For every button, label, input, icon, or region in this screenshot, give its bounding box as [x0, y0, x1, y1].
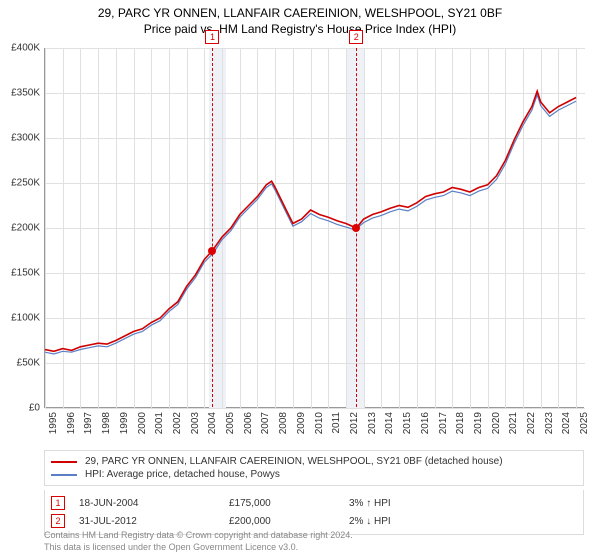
marker-box: 1 [205, 30, 219, 44]
y-tick-label: £300K [11, 133, 40, 144]
x-tick-label: 2021 [508, 412, 519, 434]
x-tick-label: 2011 [331, 412, 342, 434]
title-main: 29, PARC YR ONNEN, LLANFAIR CAEREINION, … [0, 6, 600, 20]
y-tick-label: £100K [11, 313, 40, 324]
x-tick-label: 2005 [225, 412, 236, 434]
y-tick-label: £350K [11, 88, 40, 99]
x-tick-label: 2004 [207, 412, 218, 434]
sale-date: 18-JUN-2004 [79, 498, 229, 509]
x-axis: 1995 1996 1997 1998 1999 2000 2001 2002 2003 2004… [44, 408, 584, 448]
x-tick-label: 2002 [172, 412, 183, 434]
x-tick-label: 2025 [579, 412, 590, 434]
x-tick-label: 1997 [83, 412, 94, 434]
sale-row: 1 18-JUN-2004£175,0003% ↑ HPI [51, 494, 577, 512]
legend-label: 29, PARC YR ONNEN, LLANFAIR CAEREINION, … [85, 456, 503, 467]
chart-svg [45, 48, 585, 408]
sale-diff: 2% ↓ HPI [349, 516, 577, 527]
sale-marker: 2 [51, 514, 65, 528]
x-tick-label: 2001 [154, 412, 165, 434]
y-tick-label: £400K [11, 43, 40, 54]
marker-line [212, 48, 213, 407]
marker-dot [208, 247, 216, 255]
x-tick-label: 1996 [66, 412, 77, 434]
legend-row: 29, PARC YR ONNEN, LLANFAIR CAEREINION, … [51, 455, 577, 468]
series-hpi [45, 95, 576, 354]
series-property [45, 91, 576, 351]
legend-swatch [51, 474, 77, 476]
legend: 29, PARC YR ONNEN, LLANFAIR CAEREINION, … [44, 450, 584, 486]
y-tick-label: £50K [17, 358, 40, 369]
x-tick-label: 2009 [296, 412, 307, 434]
x-tick-label: 2007 [260, 412, 271, 434]
legend-row: HPI: Average price, detached house, Powy… [51, 468, 577, 481]
y-tick-label: £0 [29, 403, 40, 414]
x-tick-label: 1999 [119, 412, 130, 434]
marker-box: 2 [349, 30, 363, 44]
x-tick-label: 2024 [561, 412, 572, 434]
title-block: 29, PARC YR ONNEN, LLANFAIR CAEREINION, … [0, 0, 600, 38]
title-sub: Price paid vs. HM Land Registry's House … [0, 22, 600, 36]
x-tick-label: 2017 [438, 412, 449, 434]
x-tick-label: 2006 [243, 412, 254, 434]
x-tick-label: 2016 [420, 412, 431, 434]
x-tick-label: 2000 [137, 412, 148, 434]
marker-dot [352, 224, 360, 232]
x-tick-label: 2020 [491, 412, 502, 434]
x-tick-label: 2008 [278, 412, 289, 434]
x-tick-label: 2022 [526, 412, 537, 434]
x-tick-label: 2023 [544, 412, 555, 434]
sale-row: 2 31-JUL-2012£200,0002% ↓ HPI [51, 512, 577, 530]
x-tick-label: 2003 [190, 412, 201, 434]
x-tick-label: 2013 [367, 412, 378, 434]
legend-swatch [51, 461, 77, 463]
sale-diff: 3% ↑ HPI [349, 498, 577, 509]
x-tick-label: 2018 [455, 412, 466, 434]
x-tick-label: 2015 [402, 412, 413, 434]
y-tick-label: £150K [11, 268, 40, 279]
x-tick-label: 2019 [473, 412, 484, 434]
sale-marker: 1 [51, 496, 65, 510]
sale-price: £175,000 [229, 498, 349, 509]
sale-date: 31-JUL-2012 [79, 516, 229, 527]
footer-line-1: Contains HM Land Registry data © Crown c… [44, 530, 584, 542]
x-tick-label: 2012 [349, 412, 360, 434]
x-tick-label: 1998 [101, 412, 112, 434]
x-tick-label: 2014 [384, 412, 395, 434]
x-tick-label: 2010 [314, 412, 325, 434]
chart-area: 12 [44, 48, 584, 408]
y-tick-label: £250K [11, 178, 40, 189]
legend-label: HPI: Average price, detached house, Powy… [85, 469, 280, 480]
y-tick-label: £200K [11, 223, 40, 234]
y-axis: £0£50K£100K£150K£200K£250K£300K£350K£400… [0, 48, 44, 408]
sales-table: 1 18-JUN-2004£175,0003% ↑ HPI 2 31-JUL-2012… [44, 490, 584, 535]
footer: Contains HM Land Registry data © Crown c… [44, 530, 584, 553]
x-tick-label: 1995 [48, 412, 59, 434]
footer-line-2: This data is licensed under the Open Gov… [44, 542, 584, 554]
sale-price: £200,000 [229, 516, 349, 527]
